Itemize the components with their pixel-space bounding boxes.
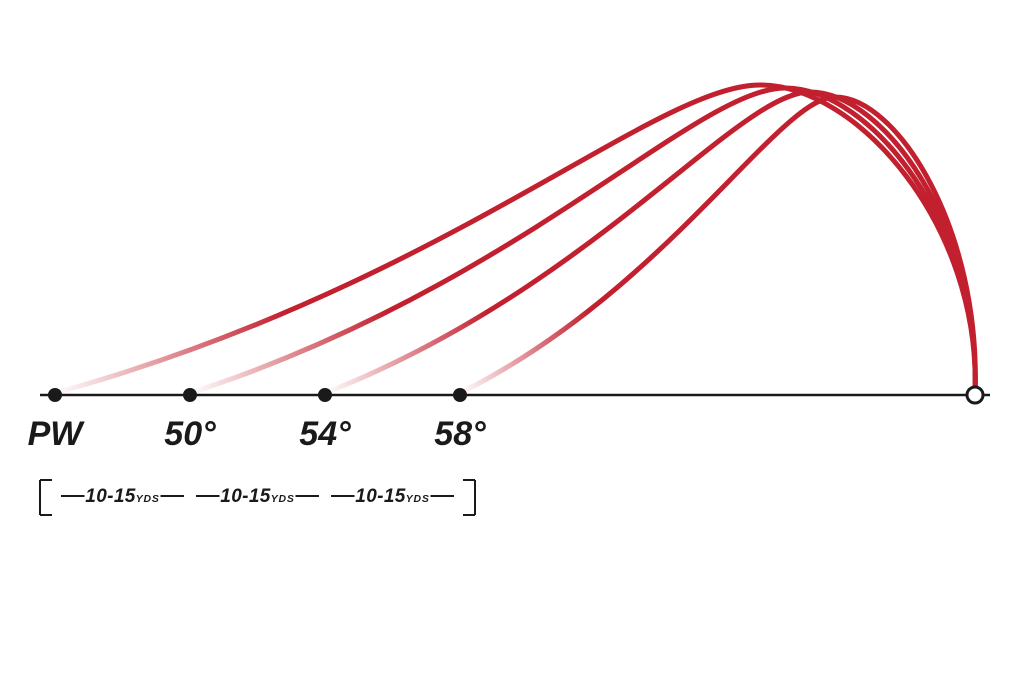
gap-label-2: 10-15YDS: [355, 486, 429, 507]
launch-dot-3: [453, 388, 467, 402]
launch-label-2: 54°: [299, 415, 351, 453]
trajectory-diagram: PW 50° 54° 58° 10-15YDS 10-15YDS 10-15YDS: [0, 0, 1024, 684]
launch-dot-1: [183, 388, 197, 402]
launch-dot-2: [318, 388, 332, 402]
launch-label-1: 50°: [164, 415, 216, 453]
launch-dot-0: [48, 388, 62, 402]
trajectory-1: [190, 88, 975, 393]
launch-label-3: 58°: [434, 415, 486, 453]
gap-label-0: 10-15YDS: [85, 486, 159, 507]
launch-label-0: PW: [28, 415, 86, 453]
gap-label-1: 10-15YDS: [220, 486, 294, 507]
landing-dot: [967, 387, 983, 403]
